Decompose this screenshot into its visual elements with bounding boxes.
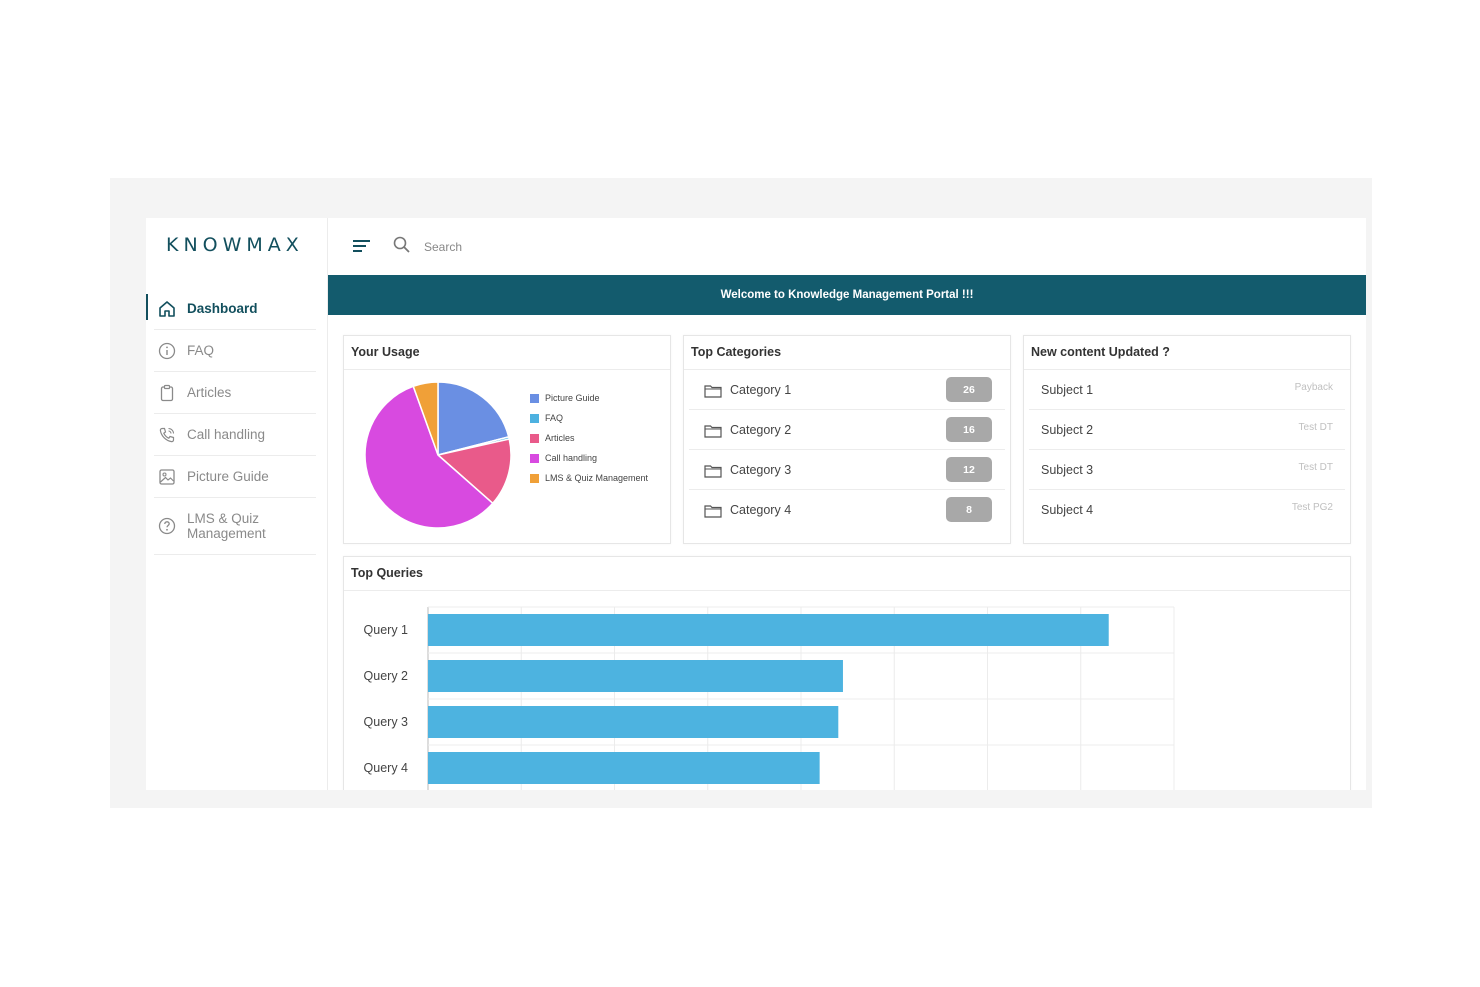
content-tag: Test PG2 — [1291, 502, 1333, 513]
category-row[interactable]: Category 1 26 — [689, 370, 1005, 410]
pie-slice[interactable] — [437, 381, 510, 456]
top-categories-title: Top Categories — [684, 336, 1010, 370]
content-subject: Subject 2 — [1041, 422, 1094, 437]
usage-title: Your Usage — [344, 336, 670, 370]
legend-swatch — [530, 393, 539, 403]
bar-category-label: Query 2 — [364, 669, 409, 683]
count-badge: 26 — [946, 377, 992, 402]
legend-label: LMS & Quiz Management — [545, 473, 649, 483]
help-icon — [157, 516, 177, 536]
content-tag: Payback — [1294, 382, 1333, 393]
query-bar[interactable] — [428, 752, 820, 784]
sidebar-item-articles[interactable]: Articles — [154, 372, 316, 414]
legend-item: Picture Guide — [530, 388, 648, 408]
legend-swatch — [530, 413, 539, 423]
phone-icon — [157, 425, 177, 445]
legend-swatch — [530, 473, 539, 483]
query-bar[interactable] — [428, 614, 1109, 646]
sidebar-item-picture-guide[interactable]: Picture Guide — [154, 456, 316, 498]
legend-label: FAQ — [545, 413, 564, 423]
content-tag: Test DT — [1298, 462, 1333, 473]
sidebar-item-faq[interactable]: FAQ — [154, 330, 316, 372]
new-content-card: New content Updated ? Subject 1 Payback … — [1023, 335, 1351, 544]
query-bar[interactable] — [428, 660, 843, 692]
usage-pie-chart — [364, 381, 512, 529]
top-queries-bar-chart: Query 1 Query 2 Query 3 Query 4 — [344, 591, 1350, 790]
content-row[interactable]: Subject 4 Test PG2 — [1029, 490, 1345, 529]
category-row[interactable]: Category 4 8 — [689, 490, 1005, 529]
legend-swatch — [530, 433, 539, 443]
pie-slice[interactable] — [436, 438, 512, 505]
category-label: Category 1 — [730, 382, 792, 397]
category-label: Category 2 — [730, 422, 792, 437]
sidebar: KNOWMAX Dashboard FAQ Articles — [146, 218, 328, 790]
legend-item: Call handling — [530, 448, 648, 468]
bar-category-label: Query 3 — [364, 715, 409, 729]
bar-category-label: Query 4 — [364, 761, 409, 775]
legend-label: Articles — [545, 433, 575, 443]
legend-item: FAQ — [530, 408, 648, 428]
image-icon — [157, 467, 177, 487]
category-row[interactable]: Category 3 12 — [689, 450, 1005, 490]
sidebar-item-label: Call handling — [187, 427, 266, 442]
content-row[interactable]: Subject 1 Payback — [1029, 370, 1345, 410]
sidebar-nav: Dashboard FAQ Articles Call handling — [146, 288, 316, 555]
content-row[interactable]: Subject 2 Test DT — [1029, 410, 1345, 450]
search-input[interactable] — [422, 234, 726, 260]
folder-icon — [704, 383, 722, 398]
legend-label: Picture Guide — [545, 393, 600, 403]
home-icon — [157, 299, 177, 319]
folder-icon — [704, 503, 722, 518]
legend-swatch — [530, 453, 539, 463]
count-badge: 8 — [946, 497, 992, 522]
count-badge: 12 — [946, 457, 992, 482]
sidebar-item-label: FAQ — [187, 343, 215, 358]
sidebar-item-label: Articles — [187, 385, 232, 400]
content-subject: Subject 3 — [1041, 462, 1094, 477]
content-subject: Subject 4 — [1041, 502, 1094, 517]
category-label: Category 4 — [730, 502, 792, 517]
top-bar — [328, 218, 1366, 275]
sidebar-item-label: LMS & Quiz Management — [187, 511, 266, 541]
app-window: KNOWMAX Dashboard FAQ Articles — [146, 218, 1366, 790]
top-categories-card: Top Categories Category 1 26 Category 2 … — [683, 335, 1011, 544]
new-content-list: Subject 1 Payback Subject 2 Test DT Subj… — [1024, 370, 1350, 529]
usage-legend: Picture Guide FAQ Articles Call handling… — [530, 388, 648, 488]
legend-item: Articles — [530, 428, 648, 448]
clipboard-icon — [157, 383, 177, 403]
legend-item: LMS & Quiz Management — [530, 468, 648, 488]
sidebar-item-dashboard[interactable]: Dashboard — [146, 288, 316, 330]
category-list: Category 1 26 Category 2 16 Category 3 1… — [684, 370, 1010, 529]
usage-card: Your Usage Picture Guide FAQ Articles Ca… — [343, 335, 671, 544]
legend-label: Call handling — [545, 453, 598, 463]
sidebar-item-label: Picture Guide — [187, 469, 269, 484]
folder-icon — [704, 423, 722, 438]
sidebar-item-call-handling[interactable]: Call handling — [154, 414, 316, 456]
pie-slice[interactable] — [364, 385, 494, 529]
content-row[interactable]: Subject 3 Test DT — [1029, 450, 1345, 490]
top-queries-card: Top Queries Query 1 Query 2 Query 3 Query 4 — [343, 556, 1351, 790]
count-badge: 16 — [946, 417, 992, 442]
category-row[interactable]: Category 2 16 — [689, 410, 1005, 450]
folder-icon — [704, 463, 722, 478]
pie-slice[interactable] — [412, 381, 439, 456]
search-icon[interactable] — [392, 235, 412, 255]
welcome-banner: Welcome to Knowledge Management Portal !… — [328, 275, 1366, 315]
category-label: Category 3 — [730, 462, 792, 477]
bar-category-label: Query 1 — [364, 623, 409, 637]
query-bar[interactable] — [428, 706, 839, 738]
sidebar-item-lms-quiz[interactable]: LMS & Quiz Management — [154, 498, 316, 555]
content-subject: Subject 1 — [1041, 382, 1094, 397]
new-content-title: New content Updated ? — [1024, 336, 1350, 370]
content-tag: Test DT — [1298, 422, 1333, 433]
knowmax-logo: KNOWMAX — [166, 234, 304, 256]
info-icon — [157, 341, 177, 361]
top-queries-title: Top Queries — [344, 557, 1350, 591]
menu-icon[interactable] — [352, 238, 372, 254]
sidebar-item-label: Dashboard — [187, 301, 258, 316]
